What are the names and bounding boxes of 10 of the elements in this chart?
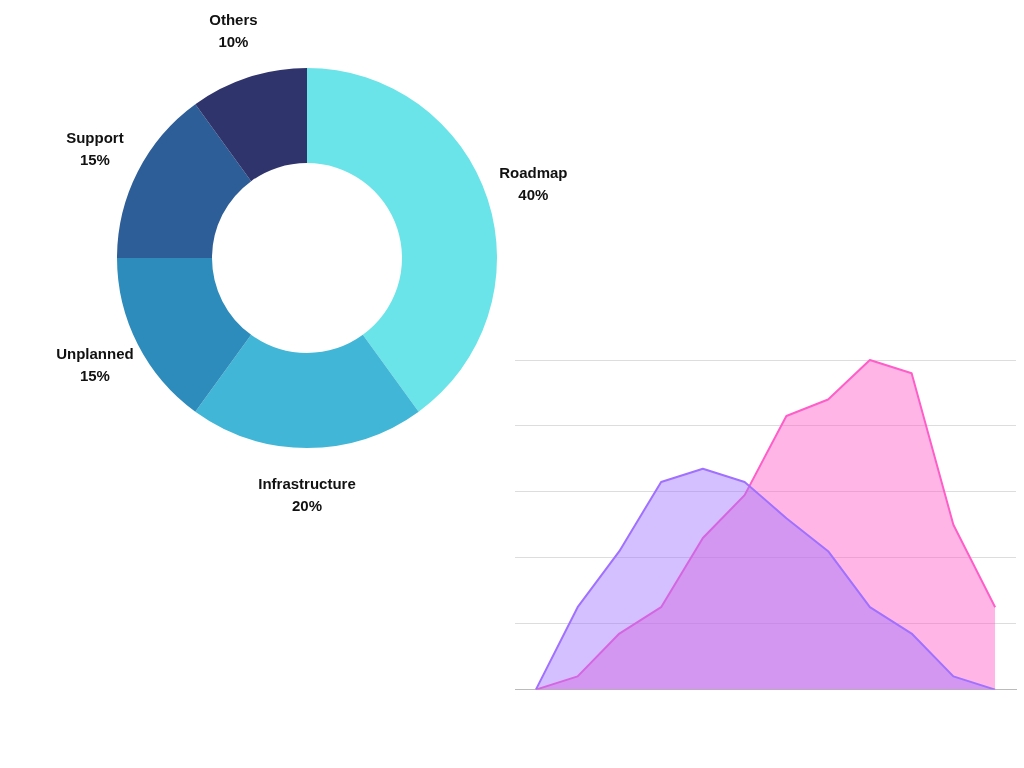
slice-label: Unplanned — [56, 345, 134, 363]
slice-label: Others — [209, 10, 258, 28]
data-label: 40% — [518, 185, 549, 203]
data-label: 15% — [79, 367, 110, 385]
slice-label: Roadmap — [499, 163, 568, 181]
data-label: 10% — [218, 32, 249, 50]
data-label: 20% — [291, 497, 323, 515]
slice-label: Support — [66, 129, 124, 147]
data-label: 15% — [79, 151, 110, 169]
slice-label: Infrastructure — [258, 475, 356, 493]
